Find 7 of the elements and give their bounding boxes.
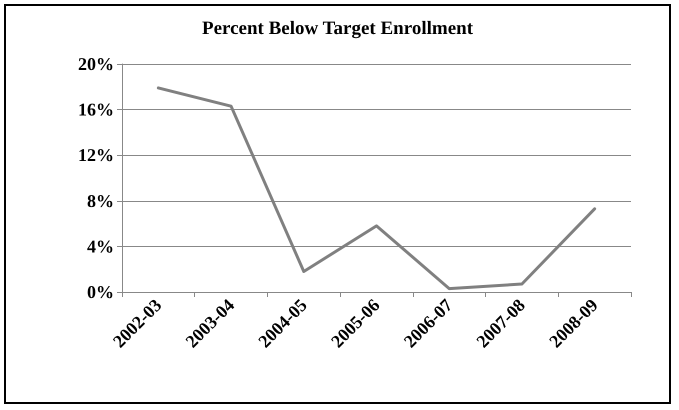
y-tick-label: 12%	[78, 145, 114, 166]
y-tick-label: 4%	[87, 236, 114, 256]
y-tick-label: 8%	[87, 190, 114, 211]
y-tick-label: 20%	[78, 54, 114, 74]
y-tick-label: 0%	[87, 282, 114, 302]
y-tick-label: 16%	[78, 100, 114, 120]
chart-title: Percent Below Target Enrollment	[202, 18, 474, 39]
